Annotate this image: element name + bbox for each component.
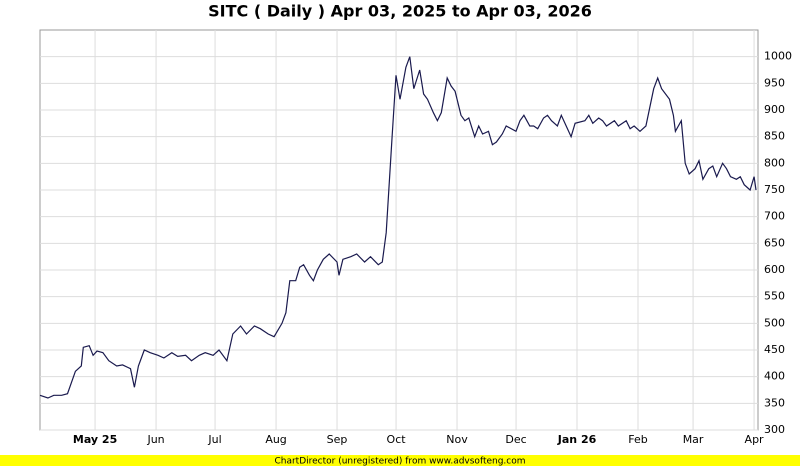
y-tick-label: 950 [764, 76, 785, 89]
y-tick-label: 550 [764, 290, 785, 303]
y-tick-label: 400 [764, 370, 785, 383]
x-tick-label: Aug [265, 433, 286, 446]
y-tick-label: 300 [764, 423, 785, 436]
x-tick-label: Oct [387, 433, 407, 446]
footer: ChartDirector (unregistered) from www.ad… [274, 457, 525, 467]
x-tick-label: Mar [683, 433, 704, 446]
x-tick-label: Sep [327, 433, 348, 446]
y-tick-label: 700 [764, 210, 785, 223]
y-tick-label: 850 [764, 130, 785, 143]
y-tick-label: 600 [764, 263, 785, 276]
y-tick-label: 450 [764, 343, 785, 356]
x-tick-label: May 25 [73, 433, 117, 446]
x-tick-label: Nov [446, 433, 468, 446]
y-tick-label: 900 [764, 103, 785, 116]
chart-title: SITC ( Daily ) Apr 03, 2025 to Apr 03, 2… [208, 2, 592, 21]
x-tick-label: Apr [745, 433, 765, 446]
x-tick-label: Jun [146, 433, 164, 446]
y-tick-label: 1000 [764, 50, 792, 63]
footer-bar [0, 455, 800, 466]
price-line [39, 56, 757, 399]
y-tick-label: 800 [764, 156, 785, 169]
x-tick-label: Jan 26 [557, 433, 597, 446]
y-tick-label: 750 [764, 183, 785, 196]
x-tick-label: Dec [505, 433, 526, 446]
x-tick-label: Feb [628, 433, 647, 446]
y-tick-label: 500 [764, 316, 785, 329]
y-tick-label: 650 [764, 236, 785, 249]
y-tick-label: 350 [764, 396, 785, 409]
x-tick-label: Jul [207, 433, 221, 446]
